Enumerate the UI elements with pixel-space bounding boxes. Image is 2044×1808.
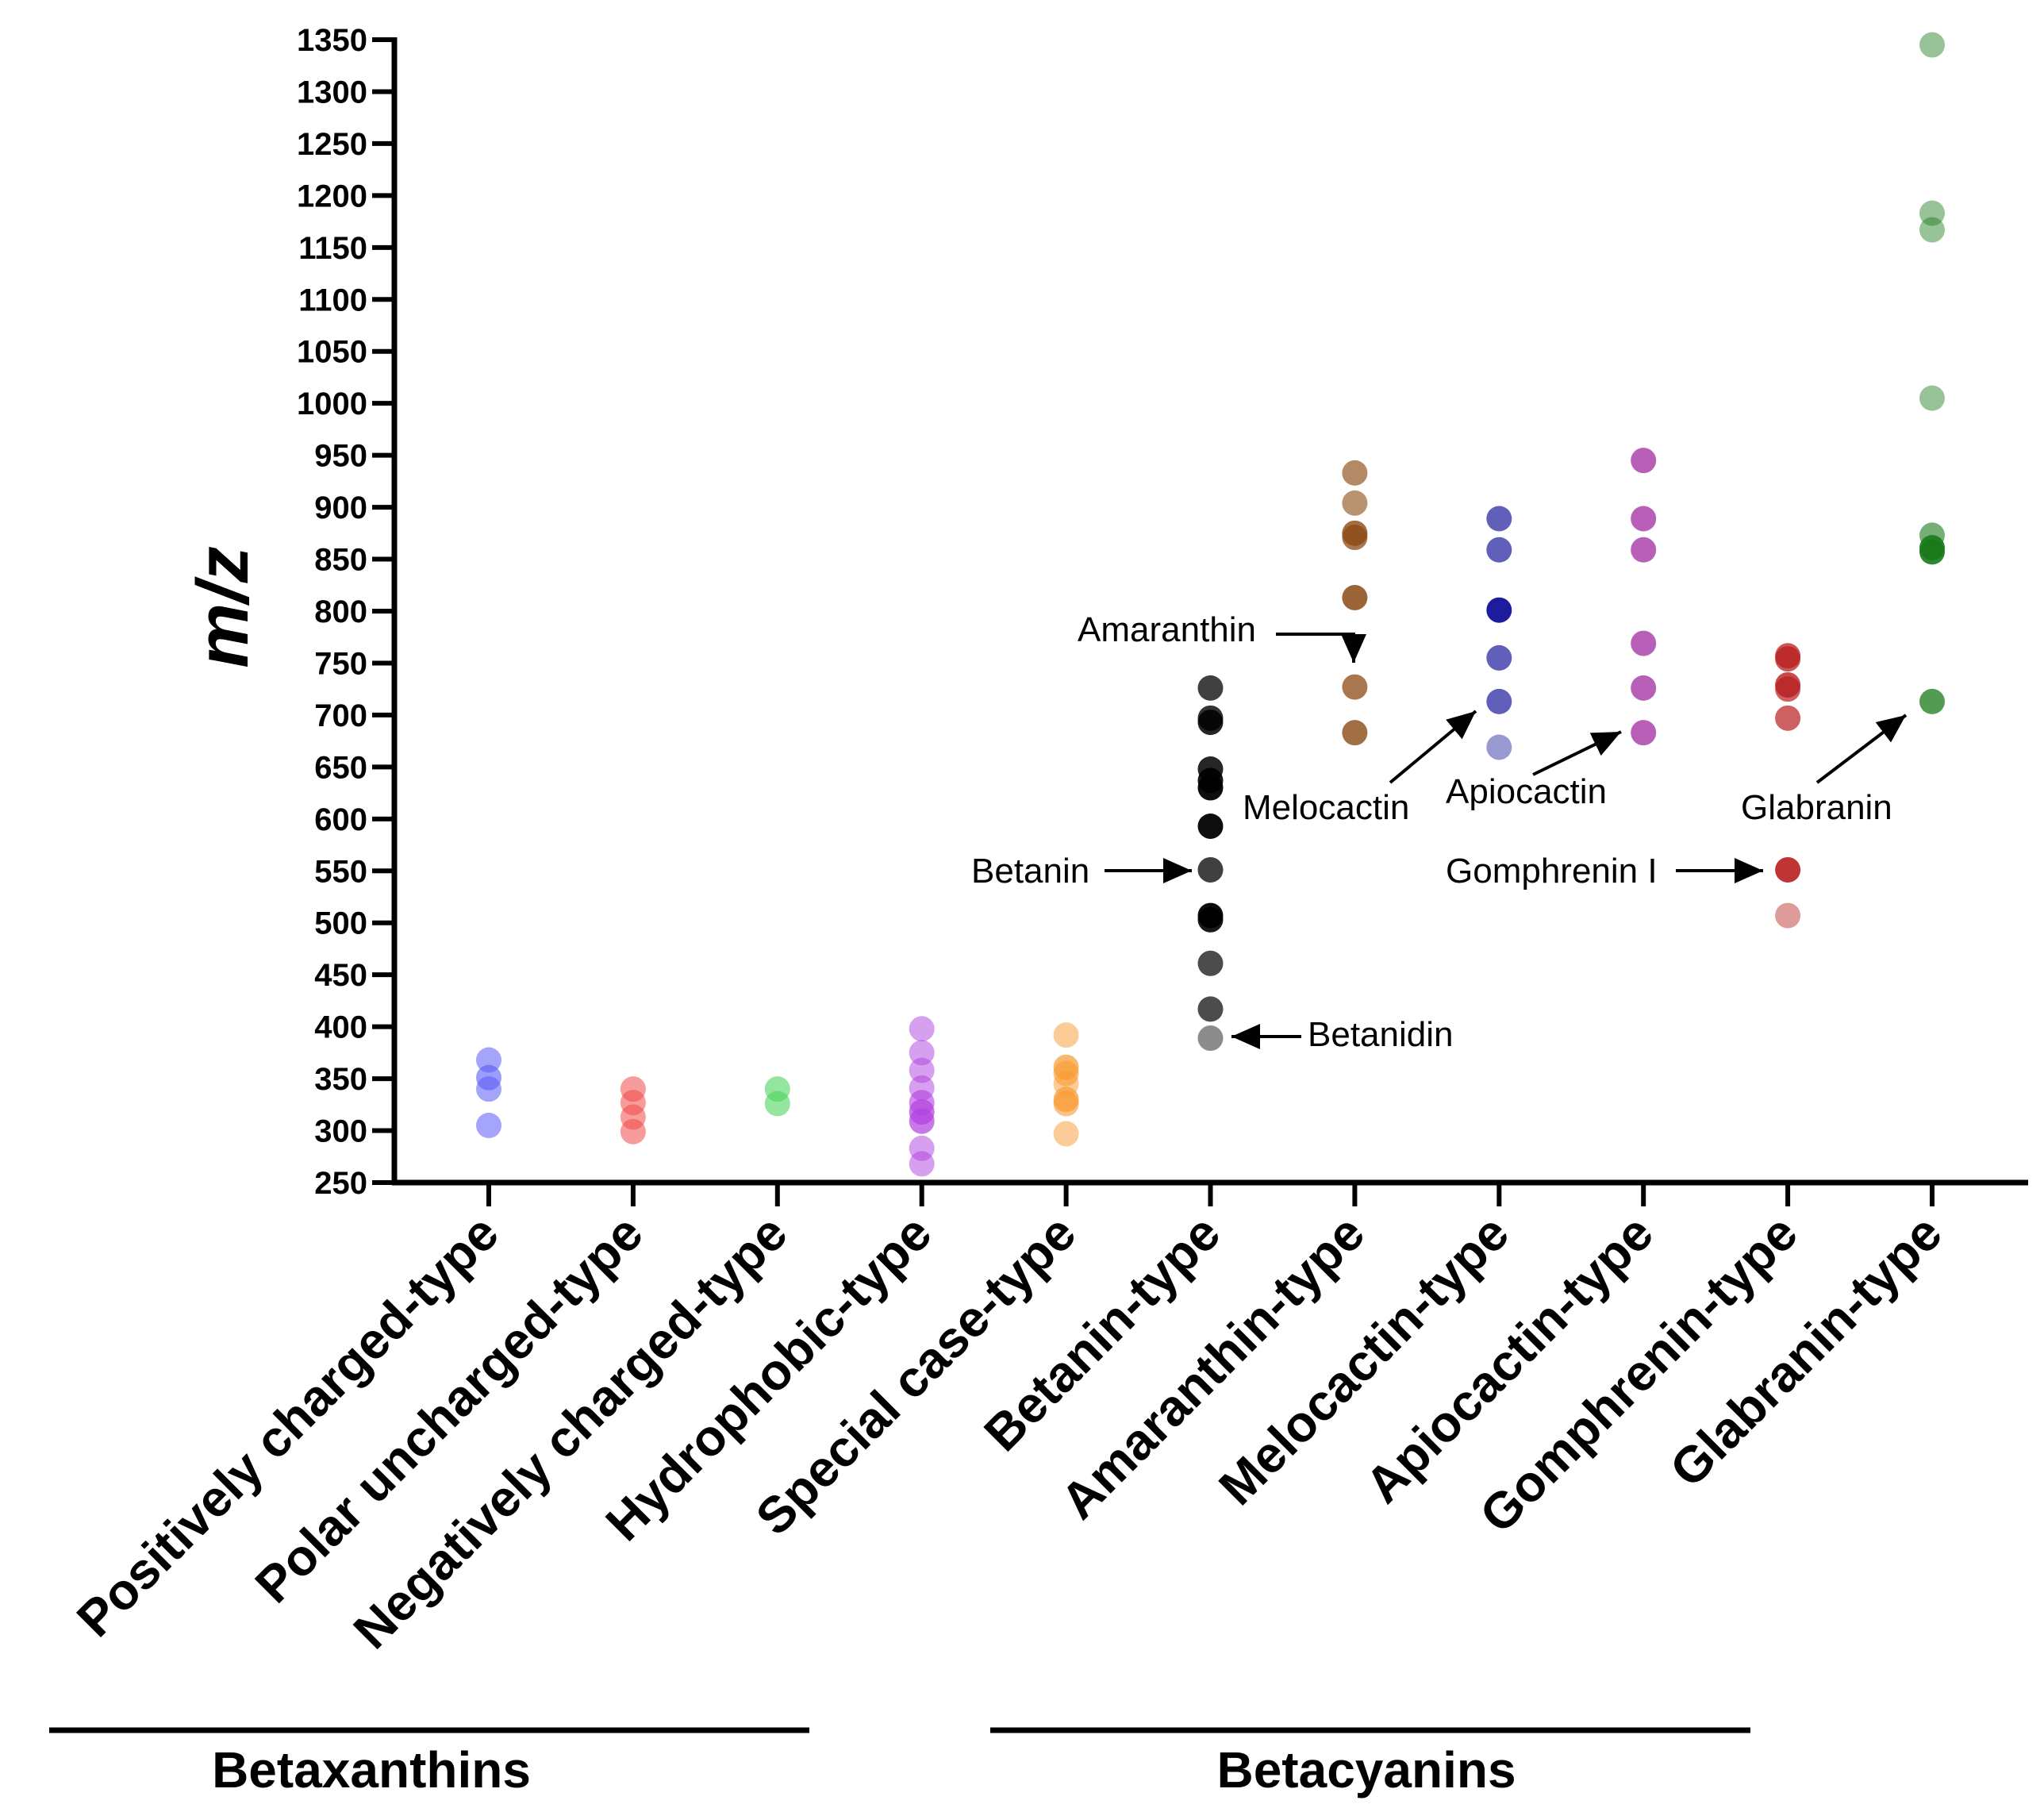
annotation-arrow: [1815, 714, 1908, 784]
y-tick-label: 1100: [298, 283, 367, 317]
data-point: [476, 1113, 501, 1138]
y-tick-label: 1350: [297, 23, 367, 58]
data-point: [1631, 630, 1657, 656]
annotation-label: Betanidin: [1308, 1015, 1453, 1054]
data-point: [1775, 705, 1801, 731]
data-point: [1631, 506, 1657, 532]
data-point: [1342, 525, 1368, 551]
y-tick-label: 550: [314, 854, 367, 889]
data-point: [909, 1016, 935, 1042]
annotations: Amaranthin Melocactin Apiocactin Glabranin B…: [971, 610, 1908, 1054]
data-point: [1053, 1121, 1079, 1147]
y-tick-label: 1000: [297, 387, 367, 421]
data-point: [1197, 950, 1224, 976]
group-label: Betacyanins: [1216, 1741, 1516, 1798]
y-tick-label: 700: [314, 698, 367, 733]
y-tick-label: 1150: [298, 231, 367, 266]
data-point: [1197, 1025, 1224, 1052]
data-point: [1197, 906, 1224, 933]
data-point: [1919, 200, 1945, 226]
y-tick-label: 600: [314, 802, 367, 837]
data-point: [1197, 775, 1224, 801]
data-point: [1197, 996, 1224, 1022]
data-point: [1053, 1091, 1079, 1117]
y-tick-label: 1300: [297, 75, 367, 110]
annotation-label: Betanin: [971, 852, 1089, 891]
y-tick-label: 1250: [297, 127, 367, 162]
y-tick-label: 450: [314, 958, 367, 993]
y-tick-label: 650: [314, 750, 367, 785]
annotation-arrow: [1389, 710, 1477, 784]
data-point: [1197, 675, 1224, 701]
data-point: [1775, 676, 1801, 702]
data-point: [1486, 688, 1512, 714]
data-point: [1342, 674, 1368, 700]
data-point: [1197, 710, 1224, 736]
annotation-label: Melocactin: [1243, 788, 1409, 827]
data-points: [476, 32, 1945, 1177]
data-point: [1631, 448, 1657, 474]
data-point: [1486, 506, 1512, 532]
data-point: [1919, 32, 1945, 58]
annotation-label: Gomphrenin I: [1446, 852, 1658, 891]
data-point: [1197, 856, 1224, 883]
y-tick-label: 500: [314, 906, 367, 941]
y-tick-label: 750: [314, 646, 367, 681]
y-tick-label: 300: [314, 1114, 367, 1149]
data-point: [1342, 490, 1368, 516]
data-point: [1919, 385, 1945, 411]
y-tick-label: 1050: [297, 335, 367, 370]
data-point: [1342, 460, 1368, 486]
data-point: [909, 1040, 935, 1066]
annotation-arrow: [1532, 730, 1622, 776]
data-point: [1919, 217, 1945, 243]
annotation-label: Amaranthin: [1078, 610, 1256, 649]
annotation-arrow: [1276, 633, 1366, 663]
y-tick-label: 250: [314, 1166, 367, 1201]
x-tick-label: Glabranin-type: [1659, 1204, 1953, 1498]
data-point: [620, 1118, 646, 1144]
data-point: [764, 1091, 790, 1117]
y-tick-label: 800: [314, 594, 367, 629]
data-point: [909, 1151, 935, 1177]
data-point: [1631, 675, 1657, 701]
y-ticks: 250 300 350 400 450 500 550 600 650 700 750 800 850 9…: [297, 23, 394, 1201]
y-tick-label: 950: [314, 439, 367, 474]
data-point: [476, 1076, 501, 1102]
data-point: [1053, 1022, 1079, 1048]
y-axis-title: m/z: [182, 546, 263, 667]
data-point: [1342, 720, 1368, 746]
y-tick-label: 350: [314, 1062, 367, 1097]
data-point: [1486, 537, 1512, 563]
data-point: [909, 1057, 935, 1083]
data-point: [1486, 644, 1512, 671]
group-label: Betaxanthins: [212, 1741, 531, 1798]
y-tick-label: 1200: [297, 179, 367, 213]
groups: Betaxanthins Betacyanins: [49, 1727, 1750, 1798]
data-point: [476, 1047, 501, 1073]
data-point: [1919, 688, 1945, 714]
data-point: [1631, 537, 1657, 563]
data-point: [1775, 902, 1801, 929]
data-point: [1342, 584, 1368, 610]
annotation-label: Glabranin: [1741, 788, 1892, 827]
data-point: [1775, 856, 1801, 883]
data-point: [1919, 539, 1945, 565]
data-point: [1197, 813, 1224, 839]
data-point: [1631, 720, 1657, 746]
y-tick-label: 850: [314, 543, 367, 578]
y-tick-label: 900: [314, 490, 367, 525]
annotation-label: Apiocactin: [1446, 772, 1607, 811]
data-point: [1775, 646, 1801, 672]
data-point: [1486, 734, 1512, 760]
data-point: [1486, 597, 1512, 623]
y-tick-label: 400: [314, 1010, 367, 1045]
data-point: [909, 1108, 935, 1134]
